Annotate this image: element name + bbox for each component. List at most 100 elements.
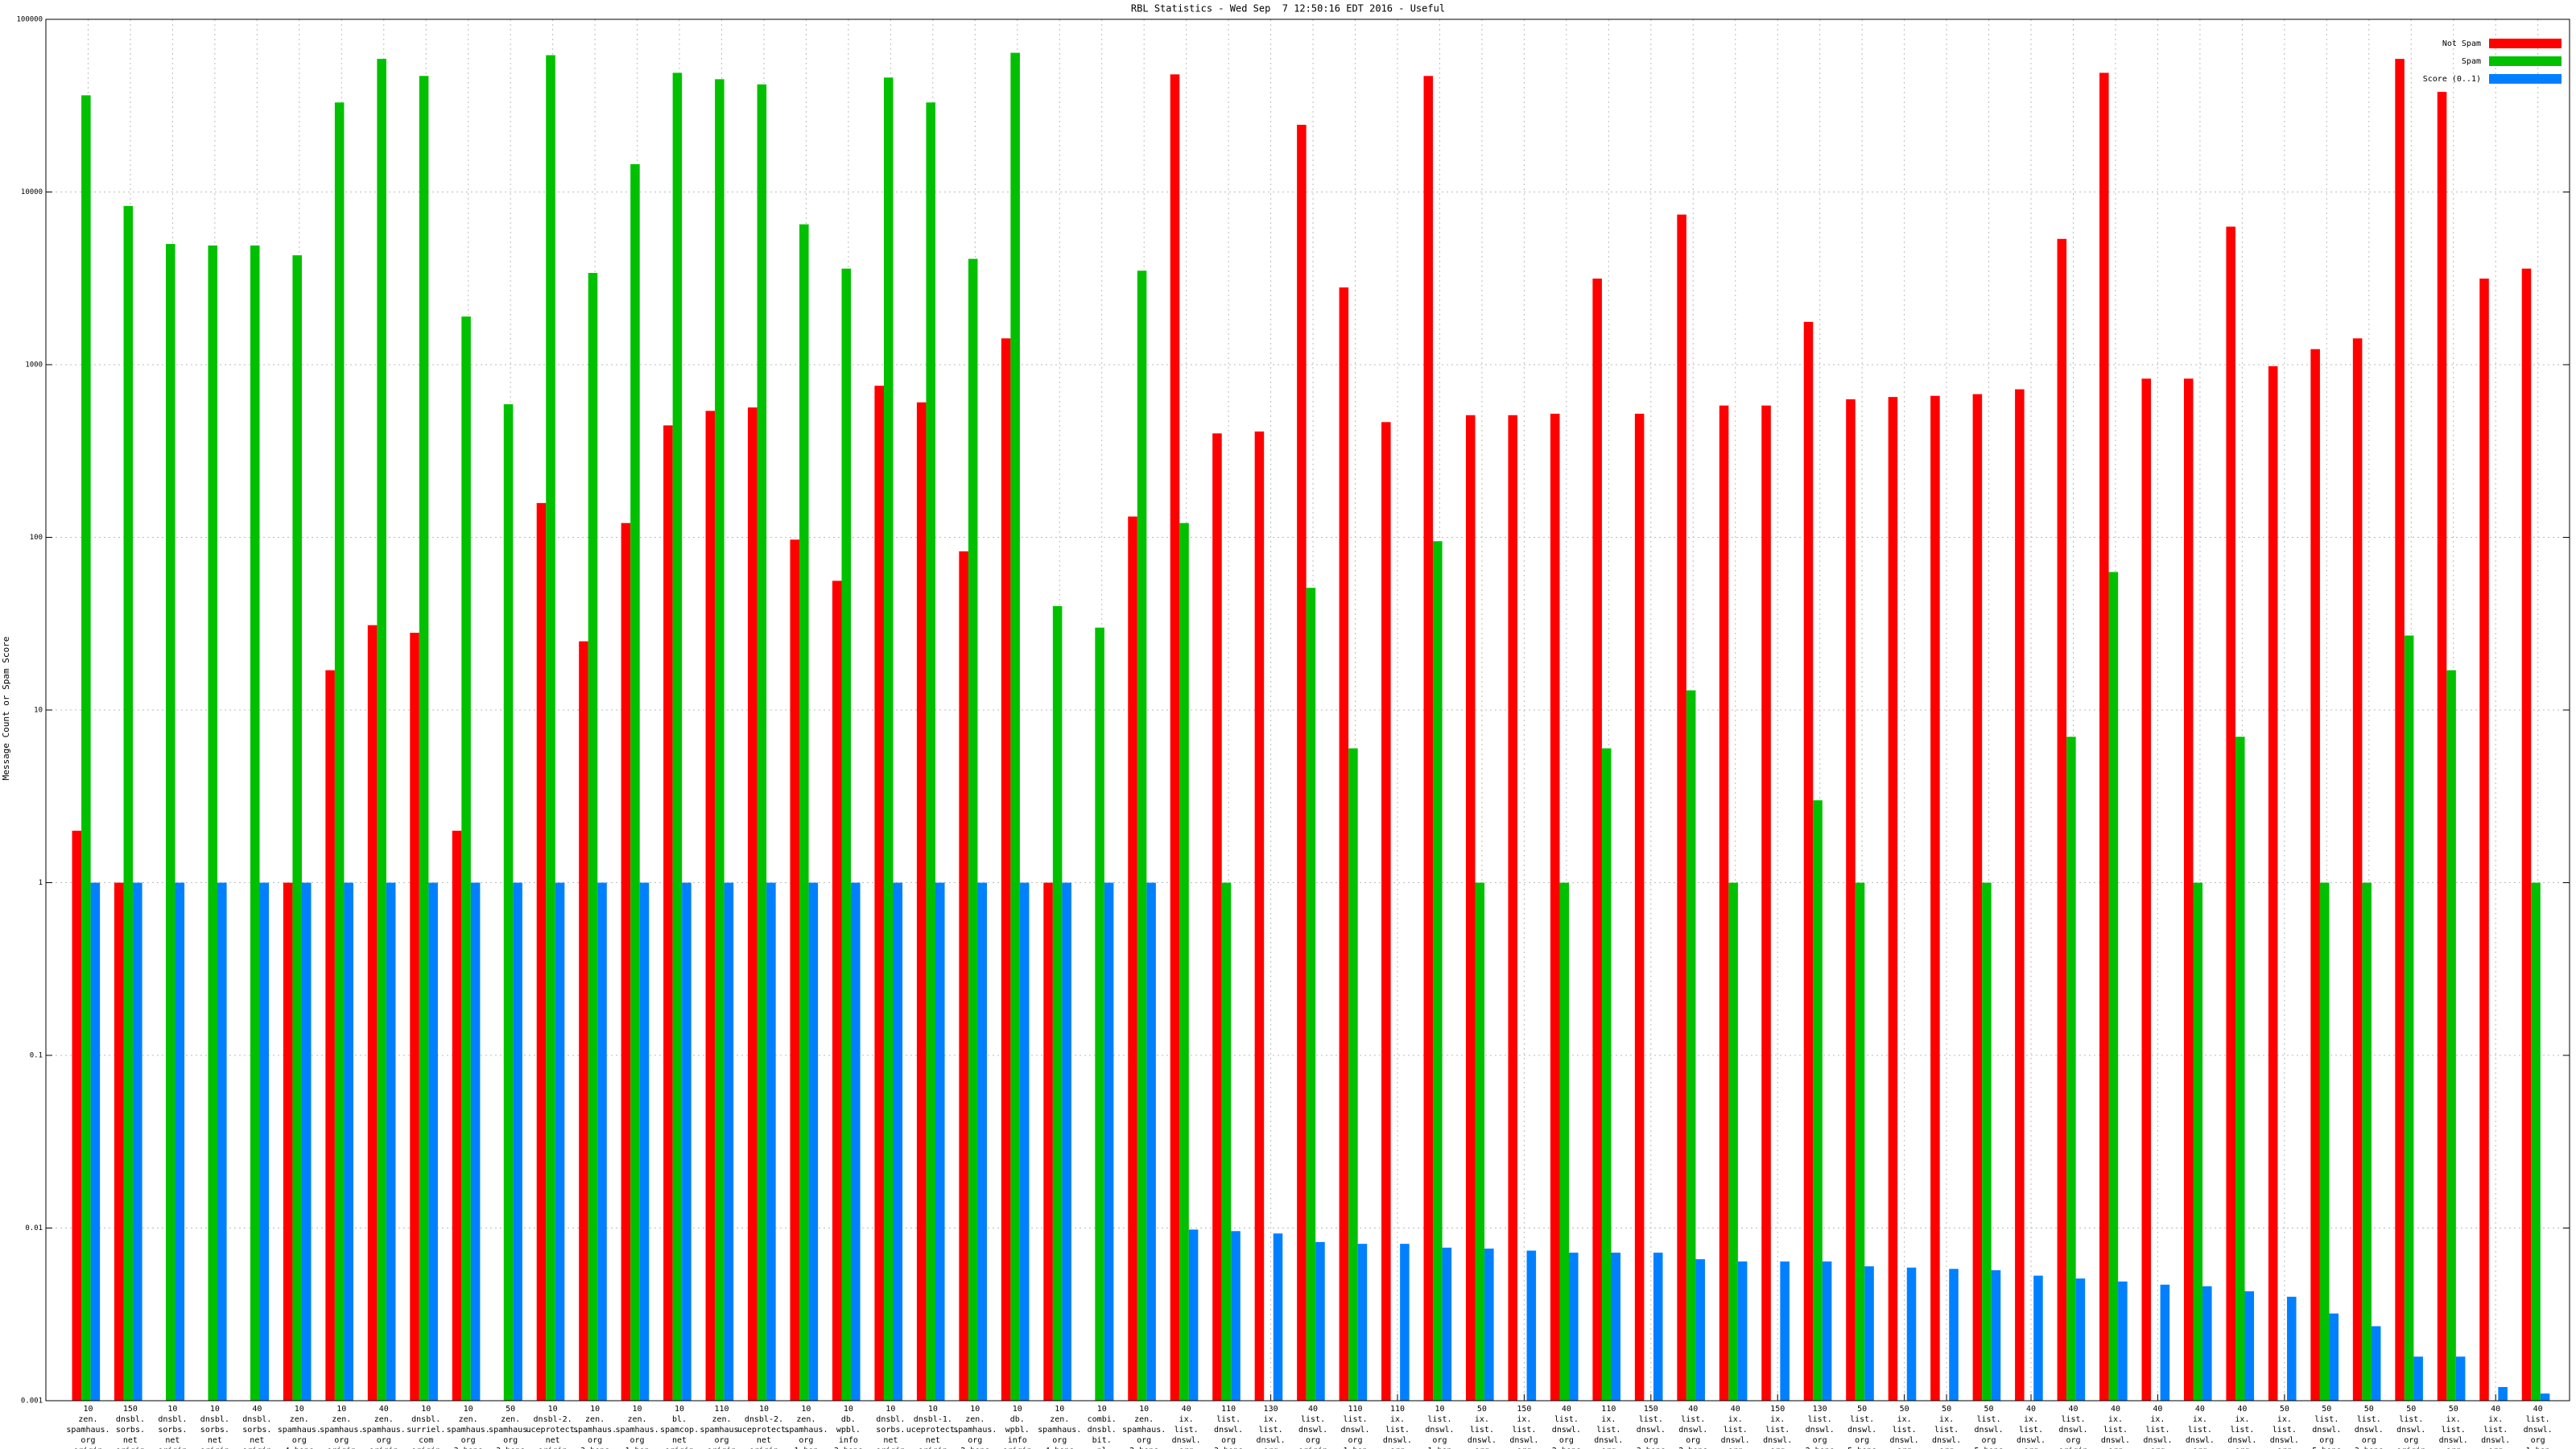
- bar: [2141, 378, 2152, 1401]
- x-tick-label: dnswl.: [1340, 1426, 1369, 1435]
- bar: [377, 59, 386, 1402]
- bar: [724, 882, 734, 1401]
- x-tick-label: dnswl.: [2058, 1426, 2087, 1435]
- bar: [841, 268, 852, 1402]
- bar: [1855, 882, 1865, 1401]
- x-tick-label: list.: [2314, 1415, 2339, 1424]
- bar: [1315, 1241, 1325, 1401]
- bar: [1348, 748, 1358, 1401]
- x-tick-label: origin: [369, 1447, 398, 1449]
- x-tick-label: 150: [1770, 1405, 1785, 1414]
- x-tick-label: org: [1728, 1447, 1743, 1449]
- x-tick-label: dnswl.: [1257, 1436, 1286, 1445]
- x-tick-label: org: [1517, 1447, 1531, 1449]
- bar: [166, 244, 175, 1401]
- x-tick-label: 50: [1900, 1405, 1909, 1414]
- x-tick-label: dnswl.: [1468, 1436, 1496, 1445]
- bar: [1611, 1253, 1621, 1401]
- x-tick-label: 2 hops: [960, 1447, 989, 1449]
- x-tick-label: dnsbl.: [200, 1415, 229, 1424]
- bar: [639, 882, 650, 1401]
- x-tick-label: list.: [1596, 1426, 1620, 1435]
- x-tick-label: org: [1475, 1447, 1489, 1449]
- x-tick-label: 1 hop: [625, 1447, 650, 1449]
- x-tick-label: 40: [2026, 1405, 2036, 1414]
- x-tick-label: dnswl.: [2481, 1436, 2510, 1445]
- y-tick-label: 0.01: [25, 1224, 43, 1232]
- y-tick-label: 100: [30, 534, 43, 542]
- x-tick-label: origin: [242, 1447, 271, 1449]
- bar: [81, 95, 91, 1402]
- bar: [1442, 1247, 1452, 1401]
- x-tick-label: dnswl.: [1721, 1436, 1750, 1445]
- x-tick-label: list.: [2399, 1415, 2423, 1424]
- x-tick-label: 5 hops: [1974, 1447, 2003, 1449]
- bar: [1433, 541, 1443, 1401]
- x-tick-label: dnsbl.: [116, 1415, 145, 1424]
- x-tick-label: dnswl.: [1172, 1436, 1201, 1445]
- bar: [1273, 1233, 1283, 1401]
- x-tick-label: 1 hop: [1343, 1447, 1367, 1449]
- bar: [1888, 397, 1898, 1401]
- x-tick-label: 2 hops: [1129, 1447, 1158, 1449]
- bar: [283, 882, 293, 1401]
- bar: [2362, 882, 2372, 1401]
- bar: [2319, 882, 2330, 1401]
- x-tick-label: wpbl.: [1005, 1426, 1030, 1435]
- x-tick-label: 3 hops: [580, 1447, 609, 1449]
- bar: [1188, 1229, 1199, 1401]
- bar: [419, 76, 429, 1402]
- x-tick-label: dnswl.: [2101, 1436, 2130, 1445]
- bar: [334, 102, 345, 1401]
- bar: [133, 882, 142, 1401]
- legend-label: Spam: [2462, 57, 2481, 66]
- x-tick-label: 10: [844, 1405, 853, 1414]
- x-tick-label: org: [588, 1436, 602, 1445]
- x-tick-label: origin: [876, 1447, 905, 1449]
- x-tick-label: zen.: [78, 1415, 97, 1424]
- x-tick-label: list.: [2188, 1426, 2212, 1435]
- x-tick-label: dnswl.: [2355, 1426, 2384, 1435]
- x-tick-label: spamhaus.: [362, 1426, 406, 1435]
- x-tick-label: org: [2150, 1447, 2165, 1449]
- bar: [959, 551, 968, 1402]
- x-tick-label: ix.: [1475, 1415, 1489, 1424]
- x-tick-label: ix.: [1390, 1415, 1405, 1424]
- x-tick-label: spamhaus.: [573, 1426, 617, 1435]
- x-tick-label: org: [2531, 1436, 2545, 1445]
- x-tick-label: org: [1221, 1436, 1236, 1445]
- x-tick-label: 10: [83, 1405, 93, 1414]
- x-tick-label: 10: [210, 1405, 220, 1414]
- x-tick-label: origin: [919, 1447, 947, 1449]
- x-tick-label: org: [80, 1436, 95, 1445]
- x-tick-label: list.: [2483, 1426, 2508, 1435]
- x-tick-label: list.: [1639, 1415, 1663, 1424]
- x-tick-label: 10: [1013, 1405, 1022, 1414]
- x-tick-label: spamhaus.: [615, 1426, 658, 1435]
- bar: [344, 882, 353, 1401]
- x-tick-label: sorbs.: [242, 1426, 271, 1435]
- legend-swatch: [2489, 74, 2562, 84]
- chart-title: RBL Statistics - Wed Sep 7 12:50:16 EDT …: [1131, 3, 1445, 14]
- bar: [1677, 214, 1686, 1401]
- x-tick-label: sorbs.: [158, 1426, 187, 1435]
- x-tick-label: 10: [633, 1405, 642, 1414]
- legend-swatch: [2489, 56, 2562, 66]
- x-tick-label: 130: [1264, 1405, 1278, 1414]
- x-tick-label: 40: [1688, 1405, 1698, 1414]
- x-tick-label: net: [123, 1436, 138, 1445]
- bar: [555, 882, 565, 1401]
- x-tick-label: org: [334, 1436, 349, 1445]
- x-tick-label: spamhaus.: [320, 1426, 363, 1435]
- x-tick-label: org: [1348, 1436, 1362, 1445]
- x-tick-label: sorbs.: [876, 1426, 905, 1435]
- x-tick-label: origin: [2396, 1447, 2425, 1449]
- x-tick-label: ix.: [1770, 1415, 1785, 1424]
- x-tick-label: origin: [749, 1447, 778, 1449]
- bar: [1212, 433, 1222, 1401]
- x-tick-label: ix.: [2488, 1415, 2503, 1424]
- x-tick-label: origin: [539, 1447, 568, 1449]
- bar: [470, 882, 481, 1401]
- x-tick-label: spamhaus.: [489, 1426, 532, 1435]
